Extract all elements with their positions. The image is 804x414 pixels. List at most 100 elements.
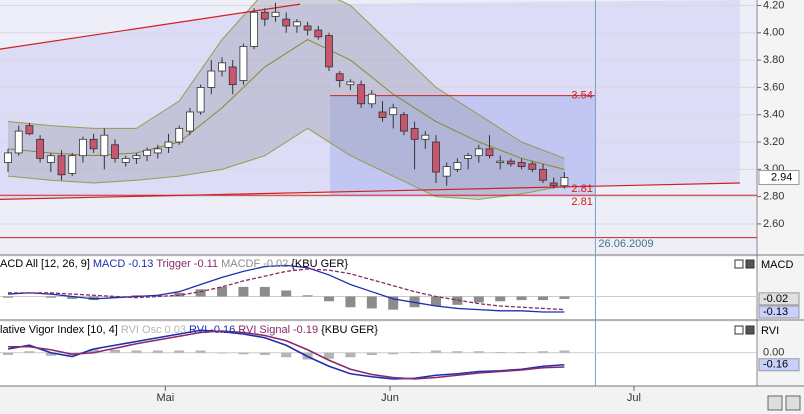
y-tick-label: 3.40 — [763, 109, 784, 121]
histogram-bar — [174, 350, 185, 353]
candle-body — [421, 134, 430, 140]
candle-body — [14, 130, 23, 154]
candle-body — [218, 62, 226, 72]
candle-body — [186, 111, 194, 132]
histogram-bar — [388, 352, 399, 355]
histogram-bar — [324, 352, 335, 359]
histogram-bar — [88, 349, 99, 353]
legend-value: -0.13 — [128, 258, 154, 270]
histogram-bar — [516, 352, 527, 353]
histogram-bar — [45, 352, 56, 356]
scroll-button[interactable] — [785, 395, 801, 411]
candle-body — [400, 114, 408, 132]
value-label: -0.16 — [763, 359, 788, 371]
legend-source: {KBU GER} — [321, 324, 378, 336]
legend-name: MACDF — [221, 258, 261, 270]
candle-body — [539, 168, 547, 181]
candle-body — [121, 158, 130, 163]
candle-body — [36, 138, 45, 159]
legend-value: -0.02 — [263, 258, 289, 270]
candle-body — [271, 11, 280, 17]
band-line — [7, 0, 565, 159]
panel-button[interactable] — [745, 259, 755, 269]
histogram-bar — [388, 296, 399, 310]
histogram-bar — [431, 350, 442, 353]
value-label: -0.13 — [763, 306, 788, 318]
panel-button[interactable] — [745, 325, 755, 335]
cursor-label: 26.06.2009 — [598, 238, 653, 250]
candle-body — [111, 144, 119, 159]
candle-body — [79, 138, 87, 157]
scroll-button[interactable] — [767, 395, 783, 411]
candle-body — [357, 84, 366, 105]
histogram-bar — [67, 296, 78, 299]
histogram-bar — [495, 296, 506, 302]
indicator-line — [8, 268, 565, 311]
indicator-line — [8, 330, 565, 380]
legend-name: RVI — [189, 324, 208, 336]
legend-title: ACD All [12, 26, 9] — [0, 258, 90, 270]
candle-body — [507, 160, 515, 165]
candle-body — [175, 127, 184, 143]
histogram-bar — [559, 350, 570, 353]
candle-body — [474, 148, 483, 157]
candle-body — [228, 66, 237, 86]
candle-body — [464, 155, 473, 159]
histogram-bar — [559, 296, 570, 299]
histogram-bar — [431, 296, 442, 307]
value-box — [758, 292, 800, 306]
histogram-bar — [238, 286, 249, 297]
y-tick-label: 4.20 — [763, 0, 784, 11]
candle-body — [100, 134, 109, 157]
histogram-bar — [409, 352, 420, 353]
indicator-line — [7, 329, 565, 380]
y-tick-label: 2.60 — [763, 218, 784, 230]
candle-body — [528, 163, 537, 170]
candle-body — [346, 81, 355, 86]
candle-body — [432, 141, 440, 173]
candle-body — [4, 152, 12, 163]
candle-body — [132, 155, 141, 159]
histogram-bar — [516, 296, 527, 301]
y-tick-label: 3.80 — [763, 54, 784, 66]
histogram-bar — [217, 286, 228, 297]
candle-body — [389, 107, 398, 116]
legend-name: MACD — [92, 258, 126, 270]
legend-name: RVI Osc — [120, 324, 162, 336]
x-tick-label: Jul — [627, 392, 641, 404]
panel-button[interactable] — [734, 325, 744, 335]
histogram-bar — [45, 296, 56, 298]
legend-value: -0.19 — [293, 324, 319, 336]
histogram-bar — [24, 351, 35, 353]
panel-button[interactable] — [734, 259, 744, 269]
macd-panel — [0, 257, 757, 319]
histogram-bar — [473, 296, 484, 303]
trend-line — [0, 3, 301, 50]
histogram-bar — [131, 350, 142, 353]
value-box — [758, 305, 800, 319]
histogram-bar — [302, 295, 313, 297]
histogram-bar — [259, 352, 270, 355]
y-tick-label: 3.20 — [763, 136, 784, 148]
candle-body — [239, 46, 248, 81]
candle-body — [378, 111, 387, 118]
last-price: 2.94 — [771, 171, 792, 183]
histogram-bar — [195, 289, 206, 297]
axis-label: MACD — [761, 259, 793, 271]
legend-name: RVI Signal — [238, 324, 291, 336]
candle-body — [68, 155, 77, 174]
candle-body — [153, 148, 162, 154]
candle-body — [57, 155, 66, 176]
value-label: -0.02 — [763, 293, 788, 305]
candle-body — [410, 127, 419, 140]
candle-body — [314, 29, 323, 38]
rvi-legend: lative Vigor Index [10, 4] RVI Osc 0.03 RVI… — [0, 324, 381, 336]
band-line — [7, 127, 565, 200]
legend-title: lative Vigor Index [10, 4] — [0, 324, 118, 336]
histogram-bar — [324, 296, 335, 302]
candle-body — [46, 155, 55, 163]
indicator-line — [7, 264, 565, 313]
candle-body — [89, 138, 98, 150]
candle-body — [196, 86, 205, 113]
